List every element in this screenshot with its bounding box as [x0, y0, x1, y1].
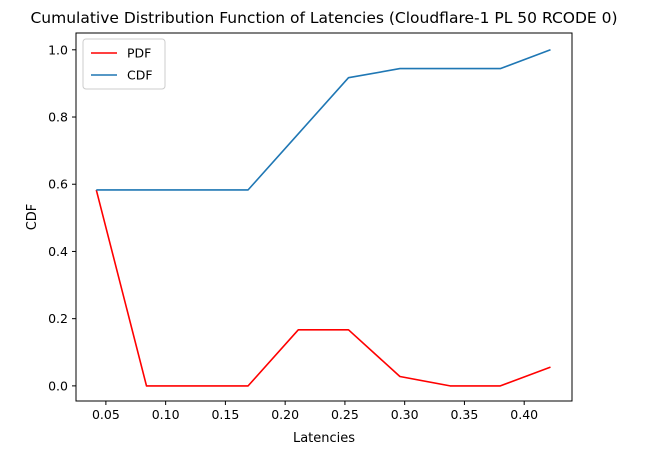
y-axis-label: CDF [25, 204, 40, 231]
x-tick-label: 0.25 [331, 407, 359, 422]
x-tick-label: 0.30 [391, 407, 419, 422]
y-tick-label: 0.0 [48, 378, 68, 393]
legend-box [82, 38, 166, 90]
x-tick-label: 0.20 [271, 407, 299, 422]
y-axis: 0.0 0.2 0.4 0.6 0.8 1.0 [48, 42, 76, 393]
legend-label-pdf: PDF [127, 46, 151, 61]
series-line-cdf [96, 49, 551, 191]
chart-title: Cumulative Distribution Function of Late… [30, 9, 617, 27]
y-tick-label: 0.4 [48, 244, 68, 259]
series-layer [95, 49, 551, 387]
x-tick-label: 0.10 [152, 407, 180, 422]
x-axis: 0.05 0.10 0.15 0.20 0.25 0.30 0.35 0.40 [92, 401, 538, 422]
x-tick-label: 0.40 [510, 407, 538, 422]
x-tick-label: 0.05 [92, 407, 120, 422]
x-axis-label: Latencies [293, 431, 355, 446]
plot-frame [75, 32, 573, 402]
legend: PDF CDF [82, 38, 166, 90]
y-tick-label: 0.6 [48, 177, 68, 192]
y-tick-label: 1.0 [48, 42, 68, 57]
axes-frame [75, 32, 573, 402]
x-tick-label: 0.35 [451, 407, 479, 422]
y-tick-label: 0.2 [48, 311, 68, 326]
series-line-pdf [95, 189, 551, 387]
plot-area [76, 33, 572, 401]
x-tick-label: 0.15 [211, 407, 239, 422]
legend-label-cdf: CDF [127, 68, 153, 83]
y-tick-label: 0.8 [48, 110, 68, 125]
